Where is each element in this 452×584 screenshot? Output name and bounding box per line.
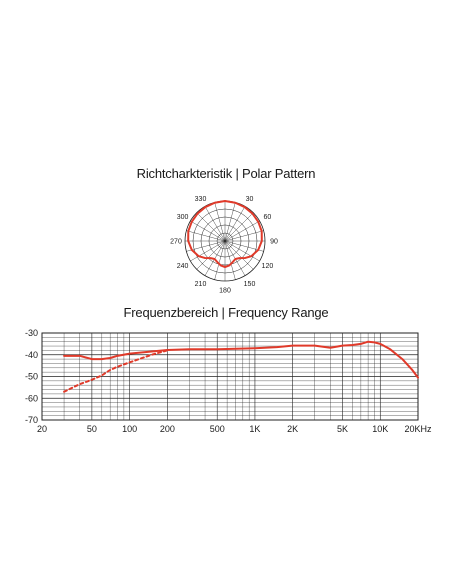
frequency-x-tick-label: 100 xyxy=(122,424,137,434)
polar-angle-label: 180 xyxy=(219,288,231,295)
frequency-y-tick-label: -30 xyxy=(25,328,38,338)
frequency-x-tick-label: 500 xyxy=(210,424,225,434)
frequency-x-tick-label: 50 xyxy=(87,424,97,434)
frequency-y-tick-label: -70 xyxy=(25,415,38,425)
frequency-x-tick-label: 20 xyxy=(37,424,47,434)
frequency-response-dashed-line xyxy=(63,349,169,393)
polar-angle-label: 120 xyxy=(262,263,274,270)
frequency-x-tick-label: 1K xyxy=(249,424,260,434)
polar-angle-label: 150 xyxy=(244,281,256,288)
polar-angle-label: 300 xyxy=(177,214,189,221)
frequency-grid xyxy=(41,332,419,421)
polar-pattern-curve xyxy=(187,200,263,268)
frequency-x-tick-label: 200 xyxy=(160,424,175,434)
frequency-y-tick-label: -50 xyxy=(25,372,38,382)
frequency-y-tick-label: -60 xyxy=(25,393,38,403)
frequency-y-tick-label: -40 xyxy=(25,350,38,360)
frequency-x-tick-label: 2K xyxy=(287,424,298,434)
polar-angle-label: 270 xyxy=(170,239,182,246)
frequency-range-title: Frequenzbereich | Frequency Range xyxy=(123,305,329,320)
polar-grid xyxy=(184,200,266,282)
polar-pattern-title: Richtcharkteristik | Polar Pattern xyxy=(136,166,316,181)
polar-angle-label: 30 xyxy=(246,196,254,203)
polar-angle-label: 210 xyxy=(195,281,207,288)
polar-spoke xyxy=(214,202,236,280)
polar-angle-label: 240 xyxy=(177,263,189,270)
frequency-x-tick-label: 10K xyxy=(372,424,388,434)
frequency-x-tick-label: 5K xyxy=(337,424,348,434)
frequency-response-line xyxy=(63,340,419,379)
polar-angle-label: 90 xyxy=(270,239,278,246)
frequency-x-tick-label: 20KHz xyxy=(404,424,432,434)
polar-angle-label: 60 xyxy=(264,214,272,221)
polar-angle-label: 330 xyxy=(195,196,207,203)
